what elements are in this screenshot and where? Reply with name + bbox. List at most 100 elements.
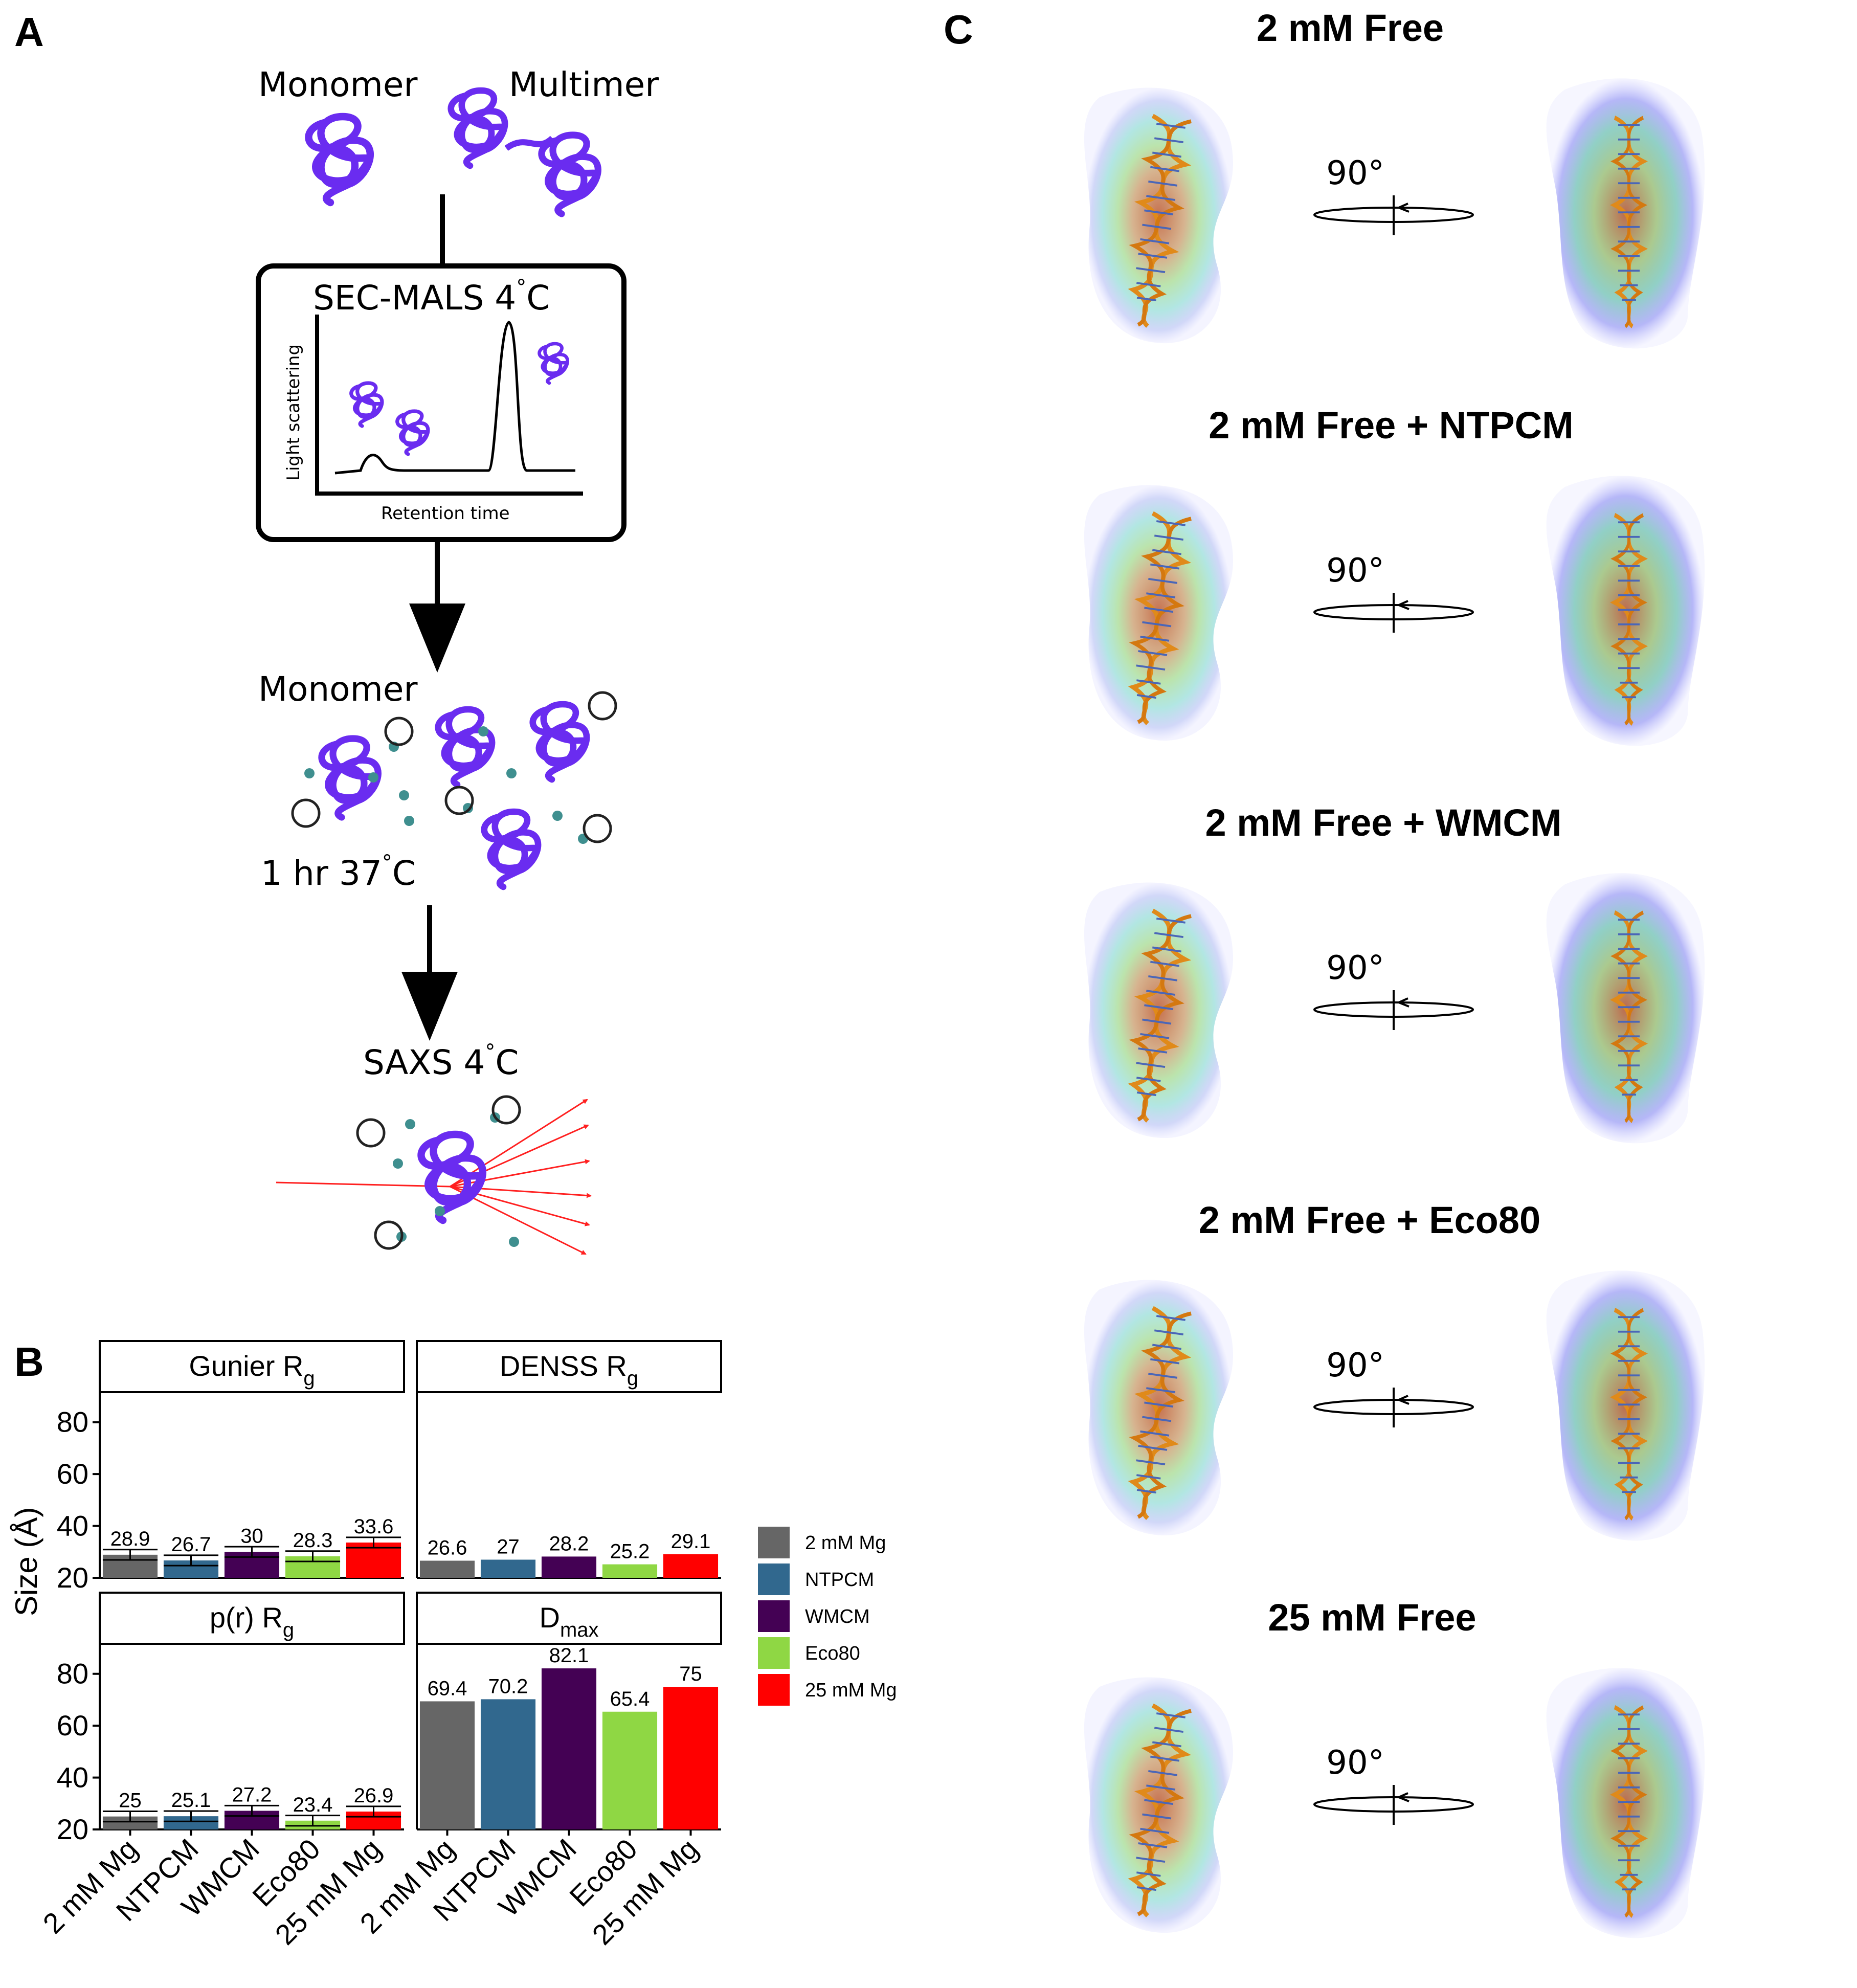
multimer-rna-icon-2 bbox=[542, 135, 598, 214]
chart-y-axis-title: Size (Å) bbox=[9, 1507, 43, 1616]
rotation-angle-label: 90° bbox=[1326, 1744, 1384, 1782]
rotation-arrow-icon bbox=[1313, 1784, 1474, 1826]
legend-swatch bbox=[758, 1563, 790, 1595]
bar-value-label: 26.7 bbox=[171, 1533, 211, 1556]
facet-strip bbox=[99, 1340, 405, 1393]
facet-title: Dmax bbox=[539, 1601, 598, 1641]
multimer-linker-icon bbox=[504, 136, 555, 151]
bar bbox=[663, 1687, 719, 1829]
incubation-label: 1 hr 37°C bbox=[261, 851, 416, 893]
bar bbox=[480, 1699, 536, 1829]
bar-value-label: 27 bbox=[497, 1536, 520, 1558]
bar-value-label: 25 bbox=[119, 1790, 142, 1812]
panel-label-a: A bbox=[14, 9, 44, 55]
y-tick-label: 60 bbox=[57, 1458, 88, 1490]
legend-swatch bbox=[758, 1527, 790, 1558]
error-bar bbox=[224, 1546, 280, 1558]
flow-arrow-2 bbox=[401, 972, 458, 1041]
bar bbox=[663, 1554, 719, 1578]
density-envelope-front bbox=[1084, 1280, 1233, 1536]
structure-title: 2 mM Free bbox=[1257, 7, 1444, 49]
structure-title: 25 mM Free bbox=[1268, 1596, 1476, 1639]
structure-title: 2 mM Free + Eco80 bbox=[1199, 1199, 1540, 1241]
rotation-angle-label: 90° bbox=[1326, 949, 1384, 987]
bar-value-label: 30 bbox=[240, 1525, 263, 1547]
saxs-label: SAXS 4°C bbox=[363, 1040, 519, 1082]
sec-chromatogram-trace bbox=[334, 321, 575, 475]
rotation-angle-label: 90° bbox=[1326, 154, 1384, 192]
error-bar bbox=[102, 1549, 158, 1561]
incubation-rna-icon-4 bbox=[484, 812, 538, 887]
y-tick-label: 20 bbox=[57, 1813, 88, 1845]
legend-label: Eco80 bbox=[805, 1643, 860, 1664]
facet-title: DENSS Rg bbox=[500, 1350, 638, 1390]
error-bar bbox=[163, 1554, 219, 1567]
bar bbox=[419, 1701, 475, 1829]
structure-title: 2 mM Free + NTPCM bbox=[1209, 404, 1573, 446]
density-envelope-front bbox=[1084, 87, 1233, 344]
facet-strip bbox=[416, 1340, 722, 1393]
bar-value-label: 69.4 bbox=[428, 1677, 467, 1700]
bar bbox=[602, 1711, 658, 1829]
density-envelope-front bbox=[1084, 1677, 1233, 1933]
sec-x-axis-label: Retention time bbox=[381, 503, 510, 524]
error-bar bbox=[285, 1550, 341, 1562]
rotation-arrow-icon bbox=[1313, 1387, 1474, 1428]
y-tick-label: 80 bbox=[57, 1658, 88, 1690]
y-tick-label: 80 bbox=[57, 1406, 88, 1438]
panel-label-b: B bbox=[14, 1339, 44, 1384]
panel-label-c: C bbox=[944, 7, 973, 52]
monomer-label-mid: Monomer bbox=[258, 669, 418, 709]
rotation-arrow-icon bbox=[1313, 989, 1474, 1031]
legend-label: WMCM bbox=[805, 1606, 870, 1627]
bar bbox=[419, 1560, 475, 1578]
rotation-angle-label: 90° bbox=[1326, 1347, 1384, 1384]
bar-value-label: 75 bbox=[679, 1663, 702, 1685]
legend-label: NTPCM bbox=[805, 1569, 874, 1591]
legend-swatch bbox=[758, 1600, 790, 1632]
error-bar bbox=[346, 1805, 401, 1818]
density-panels: 2 mM Free 90° 2 mM Free + NTPCM 90° 2 mM Fre… bbox=[1084, 7, 1705, 1938]
y-tick-label: 60 bbox=[57, 1709, 88, 1741]
legend-label: 25 mM Mg bbox=[805, 1680, 897, 1701]
bar-value-label: 26.6 bbox=[428, 1537, 467, 1559]
bar-value-label: 28.2 bbox=[549, 1532, 589, 1555]
sec-y-axis-label: Light scattering bbox=[283, 344, 304, 481]
legend-swatch bbox=[758, 1674, 790, 1706]
bar-value-label: 82.1 bbox=[549, 1644, 589, 1667]
bar bbox=[480, 1559, 536, 1578]
incubation-ions bbox=[304, 726, 588, 844]
bar-value-label: 33.6 bbox=[354, 1515, 394, 1538]
facet-title: p(r) Rg bbox=[210, 1601, 294, 1641]
incubation-rna-icon-2 bbox=[438, 709, 492, 785]
facet-strip bbox=[416, 1592, 722, 1645]
multimer-label-top: Multimer bbox=[509, 65, 659, 104]
error-bar bbox=[102, 1811, 158, 1823]
error-bar bbox=[163, 1810, 219, 1822]
bar-value-label: 70.2 bbox=[488, 1675, 528, 1697]
error-bar bbox=[224, 1804, 280, 1817]
xray-incident-beam bbox=[276, 1181, 451, 1188]
legend-swatch bbox=[758, 1637, 790, 1669]
y-tick-label: 40 bbox=[57, 1510, 88, 1542]
saxs-ligands bbox=[356, 1095, 521, 1250]
bar bbox=[602, 1564, 658, 1578]
bar-value-label: 65.4 bbox=[610, 1688, 650, 1710]
rotation-arrow-icon bbox=[1313, 194, 1474, 236]
rotation-arrow-icon bbox=[1313, 592, 1474, 634]
y-tick-label: 20 bbox=[57, 1561, 88, 1594]
legend-label: 2 mM Mg bbox=[805, 1532, 886, 1554]
error-bar bbox=[285, 1815, 341, 1827]
y-tick-label: 40 bbox=[57, 1761, 88, 1794]
facet-title: Gunier Rg bbox=[189, 1350, 315, 1390]
bar bbox=[541, 1556, 597, 1578]
bar-value-label: 29.1 bbox=[671, 1530, 711, 1553]
rotation-angle-label: 90° bbox=[1326, 552, 1384, 590]
monomer-rna-icon bbox=[308, 117, 370, 203]
density-envelope-front bbox=[1084, 882, 1233, 1138]
structure-title: 2 mM Free + WMCM bbox=[1205, 801, 1562, 844]
density-envelope-front bbox=[1084, 485, 1233, 741]
multimer-rna-icon-1 bbox=[451, 91, 505, 166]
bar-value-label: 25.2 bbox=[610, 1540, 650, 1563]
bar-value-label: 25.1 bbox=[171, 1789, 211, 1812]
